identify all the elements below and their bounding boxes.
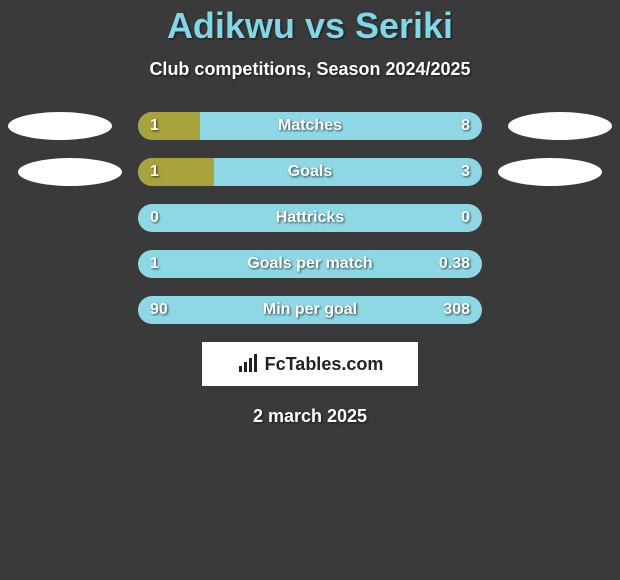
stat-right-value: 3 <box>461 163 470 181</box>
stat-row: 90 Min per goal 308 <box>0 296 620 324</box>
stat-bar: 1 Matches 8 <box>138 112 482 140</box>
branding-box: FcTables.com <box>202 342 418 386</box>
stat-bar: 0 Hattricks 0 <box>138 204 482 232</box>
player-marker-right <box>508 112 612 140</box>
stat-bar: 1 Goals 3 <box>138 158 482 186</box>
stat-right-value: 308 <box>443 301 470 319</box>
stat-bar: 90 Min per goal 308 <box>138 296 482 324</box>
stat-row: 1 Goals 3 <box>0 158 620 186</box>
date-label: 2 march 2025 <box>0 406 620 427</box>
stat-label: Min per goal <box>138 301 482 319</box>
stat-bar: 1 Goals per match 0.38 <box>138 250 482 278</box>
stat-label: Goals <box>138 163 482 181</box>
branding-inner: FcTables.com <box>237 354 384 375</box>
page-subtitle: Club competitions, Season 2024/2025 <box>0 59 620 80</box>
stat-row: 1 Matches 8 <box>0 112 620 140</box>
bar-chart-icon <box>237 354 261 374</box>
player-marker-left <box>18 158 122 186</box>
stat-row: 1 Goals per match 0.38 <box>0 250 620 278</box>
infographic-container: Adikwu vs Seriki Club competitions, Seas… <box>0 0 620 427</box>
stat-right-value: 8 <box>461 117 470 135</box>
player-marker-right <box>498 158 602 186</box>
stat-row: 0 Hattricks 0 <box>0 204 620 232</box>
stat-label: Hattricks <box>138 209 482 227</box>
stat-right-value: 0.38 <box>439 255 470 273</box>
stat-right-value: 0 <box>461 209 470 227</box>
comparison-chart: 1 Matches 8 1 Goals 3 0 Hattricks 0 <box>0 112 620 427</box>
player-marker-left <box>8 112 112 140</box>
stat-label: Goals per match <box>138 255 482 273</box>
branding-text: FcTables.com <box>265 354 384 375</box>
page-title: Adikwu vs Seriki <box>0 5 620 47</box>
stat-label: Matches <box>138 117 482 135</box>
